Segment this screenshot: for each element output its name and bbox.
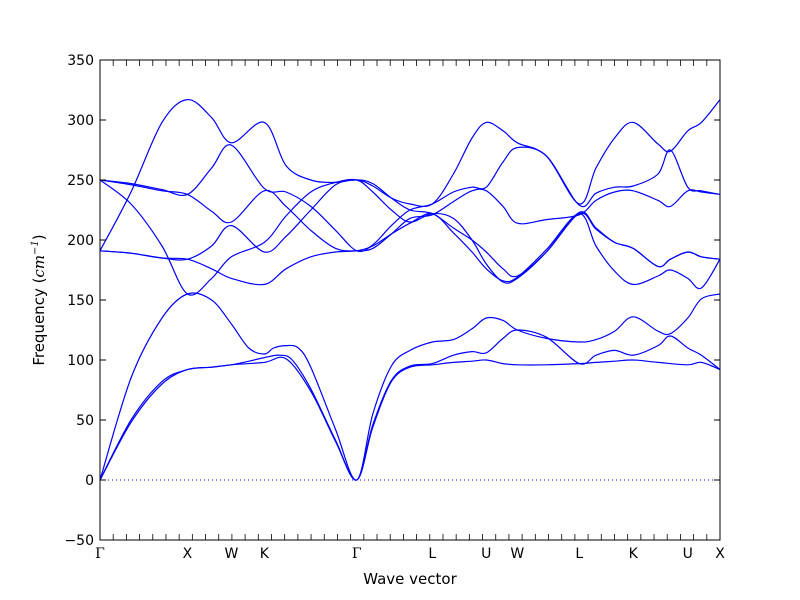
x-tick-label: X	[183, 546, 193, 562]
phonon-branch-6	[99, 178, 721, 296]
y-tick-label: 250	[67, 173, 94, 189]
y-tick-label: 200	[67, 233, 94, 249]
y-axis-title-close: )	[30, 234, 48, 240]
y-axis-title-unit: cm	[30, 255, 48, 278]
x-tick-label: L	[575, 546, 583, 562]
x-tick-label: Γ	[95, 546, 105, 562]
phonon-branch-2	[99, 329, 721, 481]
x-tick-label: L	[428, 546, 436, 562]
x-tick-label: X	[715, 546, 725, 562]
y-axis-title-text: Frequency (	[30, 278, 48, 366]
x-tick-label: U	[683, 546, 693, 562]
phonon-branch-5	[99, 179, 721, 278]
x-tick-label: U	[481, 546, 491, 562]
phonon-branch-9	[99, 98, 721, 252]
y-tick-label: 50	[76, 413, 94, 429]
x-tick-label: W	[510, 546, 524, 562]
y-tick-label: 0	[85, 473, 94, 489]
y-axis-title: Frequency (cm−1)	[30, 234, 48, 365]
x-tick-label: K	[260, 546, 270, 562]
y-ticks: −50 0 50 100 150 200 250 300 350	[64, 53, 720, 549]
y-tick-label: 300	[67, 113, 94, 129]
phonon-branch-4	[99, 212, 721, 290]
phonon-branch-1	[99, 356, 721, 481]
phonon-branch-8	[99, 144, 721, 253]
x-axis-title: Wave vector	[363, 570, 457, 588]
y-tick-label: 150	[67, 293, 94, 309]
y-tick-label: 100	[67, 353, 94, 369]
x-tick-label: W	[225, 546, 239, 562]
y-axis-title-unit-exp: −1	[30, 240, 41, 255]
x-tick-label: K	[629, 546, 639, 562]
plot-frame	[99, 59, 721, 541]
phonon-branch-3	[99, 292, 721, 481]
series-layer	[99, 98, 721, 481]
x-tick-label: Γ	[352, 546, 362, 562]
y-tick-label: 350	[67, 53, 94, 69]
phonon-branch-7	[99, 179, 721, 252]
y-tick-label: −50	[64, 533, 94, 549]
